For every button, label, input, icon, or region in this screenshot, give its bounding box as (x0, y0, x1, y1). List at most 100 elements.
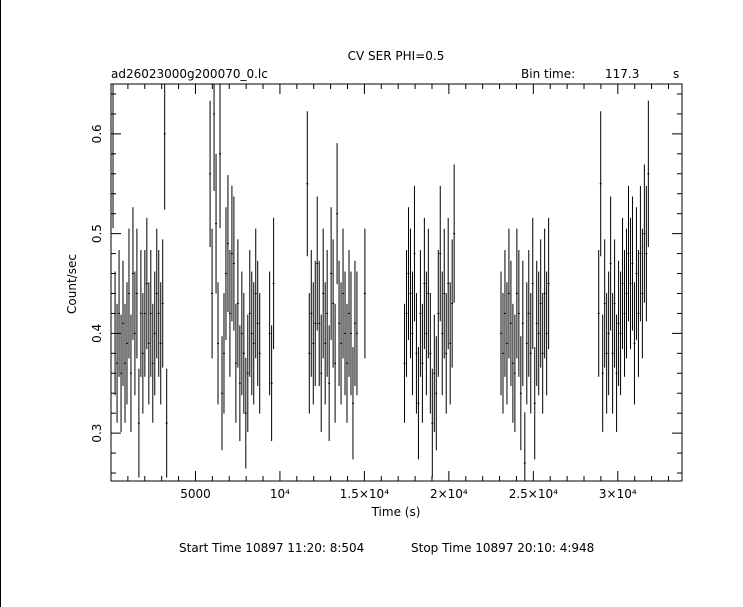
data-point (222, 293, 225, 414)
data-point (529, 293, 532, 414)
data-point (609, 196, 612, 331)
data-point (509, 260, 512, 387)
data-point (133, 271, 136, 396)
data-point (165, 368, 168, 478)
data-point (112, 84, 115, 229)
data-point (635, 207, 638, 340)
y-axis-label: Count/sec (65, 254, 79, 314)
data-point (505, 282, 508, 405)
data-point (603, 239, 606, 368)
data-point (541, 293, 544, 414)
x-tick-label: 10⁴ (270, 487, 290, 501)
data-point (234, 303, 237, 423)
data-point (129, 314, 132, 432)
data-segment-6 (597, 100, 650, 432)
data-point (517, 250, 520, 377)
data-segment-4 (403, 164, 456, 478)
data-point (607, 271, 610, 396)
data-point (334, 303, 337, 423)
data-point (143, 250, 146, 377)
data-point (147, 282, 150, 405)
data-point (246, 314, 249, 432)
data-point (415, 293, 418, 414)
bin-time-label: Bin time: (521, 67, 575, 81)
y-tick-label: 0.5 (90, 224, 104, 243)
data-point (219, 84, 222, 229)
bin-time-unit: s (673, 67, 679, 81)
data-point (521, 260, 524, 387)
data-point (535, 260, 538, 387)
data-point (425, 271, 428, 396)
data-point (597, 250, 600, 377)
data-point (543, 228, 546, 359)
data-point (519, 336, 522, 451)
data-point (322, 228, 325, 359)
data-point (451, 239, 454, 368)
data-point (248, 250, 251, 377)
data-point (427, 228, 430, 359)
data-point (449, 282, 452, 405)
data-point (515, 228, 518, 359)
data-point (149, 250, 152, 377)
data-point (226, 175, 229, 313)
data-point (439, 185, 442, 322)
data-point (338, 260, 341, 387)
x-axis-label: Time (s) (371, 505, 421, 519)
data-point (631, 196, 634, 331)
data-point (120, 314, 123, 432)
data-point (141, 293, 144, 414)
data-point (447, 217, 450, 350)
data-point (633, 282, 636, 405)
data-point (224, 207, 227, 340)
data-point (209, 100, 212, 247)
data-point (118, 250, 121, 377)
data-point (161, 239, 164, 368)
data-point (625, 228, 628, 359)
data-point (441, 271, 444, 396)
data-point (513, 314, 516, 432)
data-point (429, 293, 432, 414)
file-label: ad26023000g200070_0.lc (111, 67, 268, 81)
data-point (268, 271, 271, 396)
data-point (139, 250, 142, 377)
data-point (363, 228, 366, 359)
data-point (116, 303, 119, 423)
data-point (407, 207, 410, 340)
data-point (411, 271, 414, 396)
x-tick-label: 2.5×10⁴ (509, 487, 558, 501)
data-point (503, 250, 506, 377)
data-point (453, 164, 456, 303)
data-point (433, 314, 436, 432)
data-point (326, 250, 329, 377)
stop-time-text: Stop Time 10897 20:10: 4:948 (411, 541, 595, 555)
data-point (240, 271, 243, 396)
data-segment-3 (306, 111, 366, 460)
data-point (641, 228, 644, 359)
plot-frame (110, 83, 683, 482)
data-point (353, 260, 356, 387)
data-point (445, 293, 448, 414)
data-point (159, 282, 162, 405)
data-point (122, 260, 125, 387)
data-point (523, 412, 526, 481)
data-point (643, 164, 646, 303)
data-point (525, 282, 528, 405)
data-point (316, 196, 319, 331)
data-point (611, 293, 614, 414)
data-point (244, 357, 247, 469)
y-tick-label: 0.3 (90, 424, 104, 443)
data-point (533, 347, 536, 460)
data-point (403, 303, 406, 423)
y-tick-label: 0.6 (90, 124, 104, 143)
data-point (215, 153, 218, 294)
bin-time-value: 117.3 (605, 67, 639, 81)
data-point (637, 250, 640, 377)
data-point (409, 228, 412, 359)
data-point (217, 282, 220, 405)
data-point (310, 250, 313, 377)
data-point (151, 303, 154, 423)
data-point (145, 217, 148, 350)
data-point (153, 271, 156, 396)
data-point (157, 250, 160, 377)
data-point (340, 282, 343, 405)
